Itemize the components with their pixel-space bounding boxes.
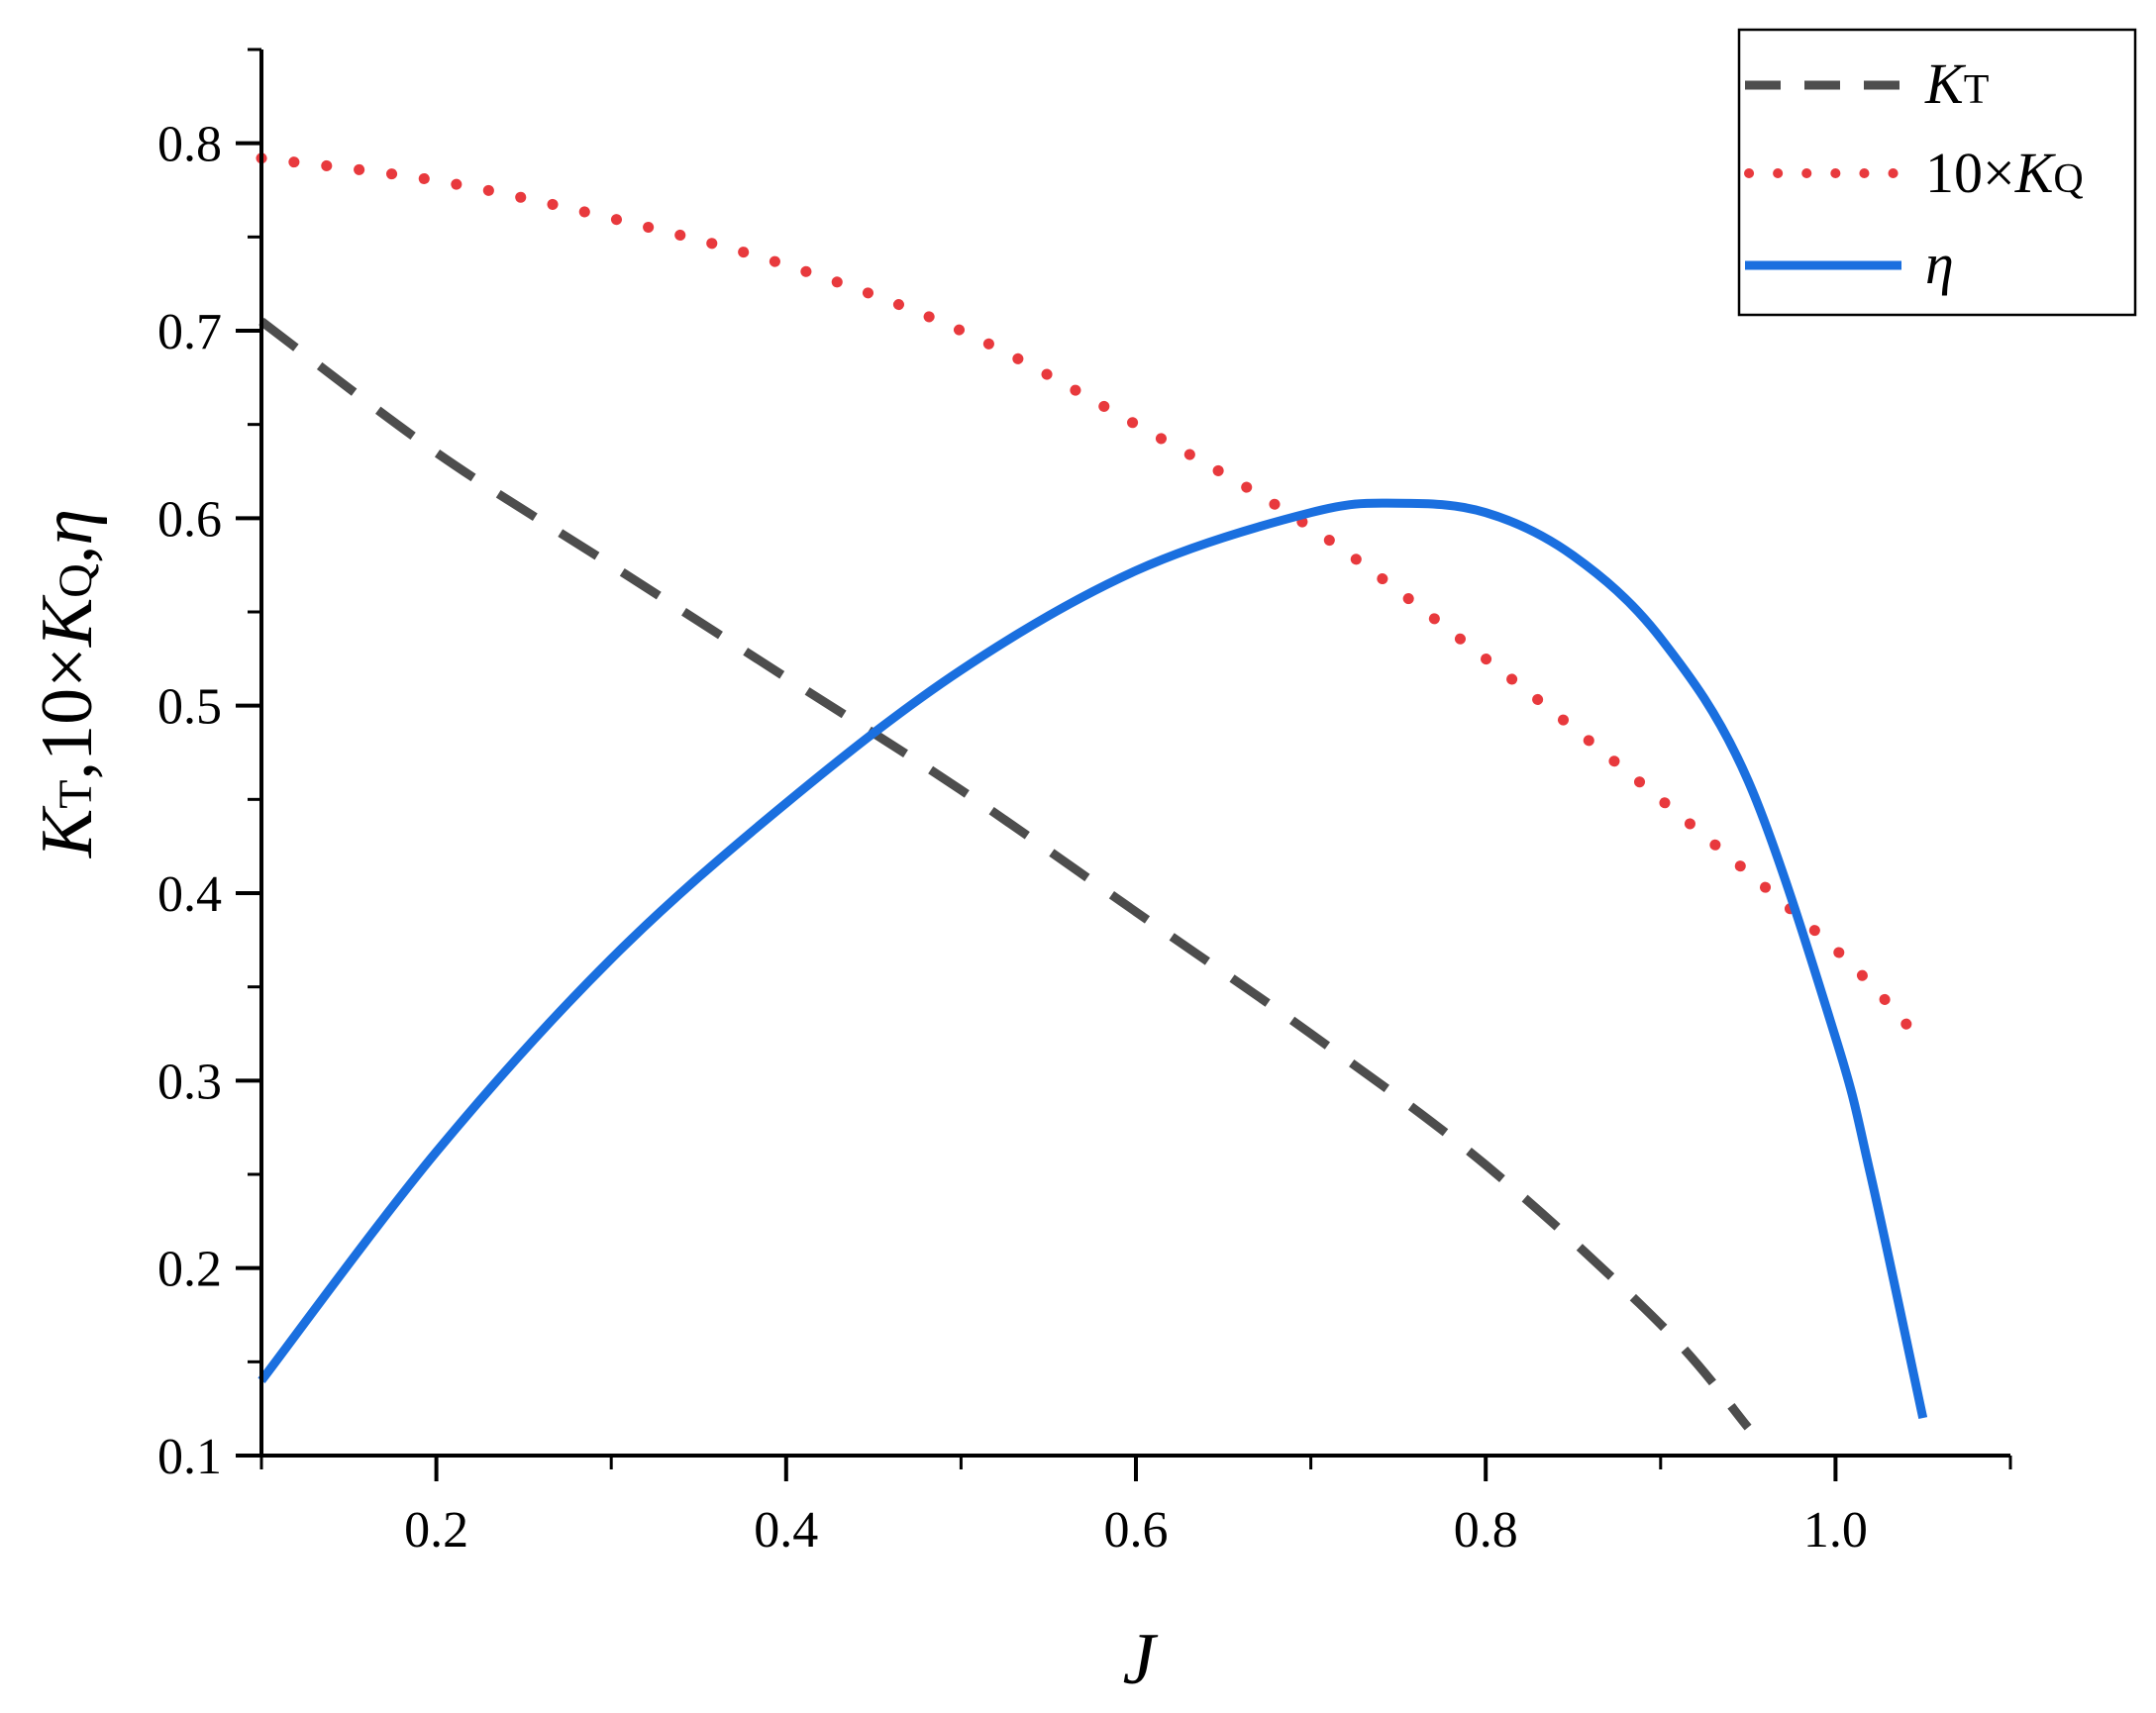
x-ticks-layer: 0.2 0.4 0.6 0.8 1.0 bbox=[259, 1456, 2012, 1559]
legend-entry-kt: KT bbox=[1745, 51, 1989, 116]
series-layer bbox=[256, 152, 1929, 1431]
legend-entry-kq: 10×KQ bbox=[1744, 141, 2084, 205]
y-tick-label: 0.5 bbox=[157, 679, 222, 736]
y-title-q-sub: Q bbox=[50, 563, 102, 598]
legend-label-kq-sub: Q bbox=[2053, 156, 2083, 202]
legend-label-kq-prefix: 10× bbox=[1925, 141, 2015, 205]
y-title-eta: η bbox=[27, 509, 108, 546]
legend-label-eta: η bbox=[1925, 232, 1954, 296]
y-tick-label: 0.6 bbox=[157, 491, 222, 548]
legend-label-eta-symbol: η bbox=[1925, 232, 1954, 296]
y-title-t-sub: T bbox=[50, 779, 102, 808]
y-ticks-layer: 0.1 0.2 0.3 0.4 0.5 0.6 0.7 0.8 bbox=[157, 48, 261, 1485]
x-tick-label: 1.0 bbox=[1803, 1502, 1868, 1559]
x-tick-label: 0.8 bbox=[1454, 1502, 1518, 1559]
y-tick-label: 0.7 bbox=[157, 304, 222, 360]
x-tick-label: 0.2 bbox=[404, 1502, 468, 1559]
y-tick-label: 0.3 bbox=[157, 1054, 222, 1110]
legend-label-kt-sub: T bbox=[1964, 67, 1990, 113]
legend-entry-eta: η bbox=[1745, 232, 1954, 296]
y-axis-title: KT,10×KQ,η bbox=[27, 509, 108, 858]
y-title-comma1: , bbox=[27, 761, 108, 780]
x-axis-title: J bbox=[1123, 1619, 1159, 1700]
y-tick-label: 0.8 bbox=[157, 117, 222, 173]
legend-label-kq-symbol: K bbox=[2014, 141, 2057, 205]
y-tick-label: 0.2 bbox=[157, 1242, 222, 1298]
y-title-comma2: , bbox=[27, 546, 108, 564]
series-kt-line bbox=[258, 317, 1752, 1431]
series-eta-line bbox=[257, 498, 1928, 1420]
legend-label-kt-symbol: K bbox=[1924, 51, 1967, 116]
legend-label-kt: KT bbox=[1924, 51, 1989, 116]
y-title-k: K bbox=[27, 805, 108, 858]
y-title-kq: K bbox=[27, 594, 108, 648]
x-tick-label: 0.6 bbox=[1104, 1502, 1169, 1559]
legend: KT 10×KQ η bbox=[1737, 28, 2137, 317]
y-tick-label: 0.1 bbox=[157, 1429, 222, 1485]
y-tick-label: 0.4 bbox=[157, 866, 222, 923]
legend-label-kq: 10×KQ bbox=[1925, 141, 2084, 205]
x-tick-label: 0.4 bbox=[754, 1502, 818, 1559]
y-title-ten-times: 10× bbox=[27, 647, 108, 761]
